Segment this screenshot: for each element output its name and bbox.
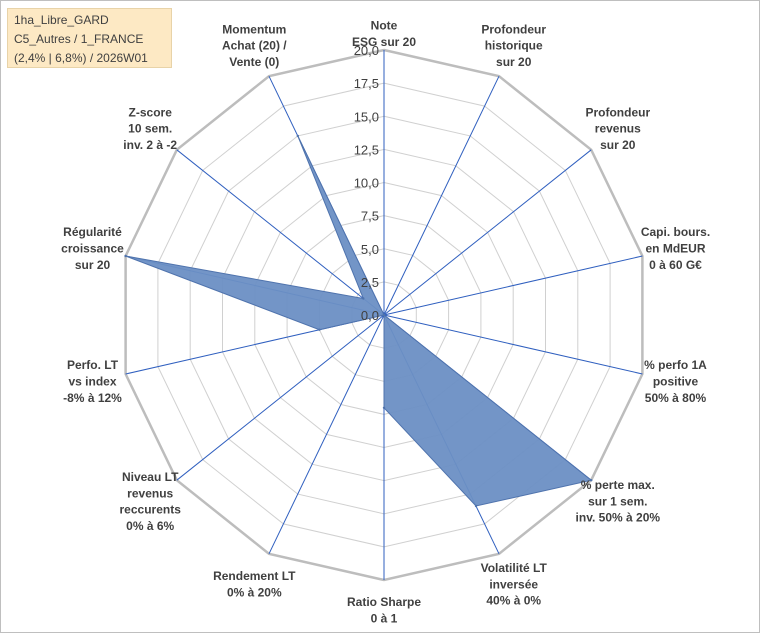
tick-label: 12,5	[354, 142, 379, 157]
axis-label-line: inversée	[489, 577, 538, 591]
axis-label-line: Vente (0)	[229, 55, 279, 69]
axis-label-line: inv. 2 à -2	[123, 138, 177, 152]
axis-label-line: Ratio Sharpe	[347, 595, 421, 609]
axis-label: Ratio Sharpe 0 à 1	[347, 595, 421, 625]
chart-info-box: 1ha_Libre_GARD C5_Autres / 1_FRANCE (2,4…	[7, 8, 172, 68]
axis-spoke	[383, 149, 592, 316]
axis-label-line: 40% à 0%	[486, 594, 541, 608]
data-point	[318, 328, 321, 331]
data-point	[382, 406, 386, 409]
axis-label-line: croissance	[61, 242, 124, 256]
data-point	[296, 134, 299, 138]
axis-label-line: -8% à 12%	[63, 391, 122, 405]
axis-label-line: revenus	[595, 122, 641, 136]
fund-category: C5_Autres / 1_FRANCE	[14, 32, 144, 46]
tick-label: 0,0	[361, 308, 379, 323]
radar-series	[124, 134, 593, 508]
axis-label-line: sur 20	[496, 55, 532, 69]
axis-label-line: Profondeur	[585, 105, 650, 119]
axis-spoke	[176, 314, 385, 481]
axis-label: Rendement LT 0% à 20%	[213, 569, 296, 599]
axis-label-line: 0 à 1	[371, 611, 398, 625]
axis-label-line: % perte max.	[581, 478, 655, 492]
tick-label: 7,5	[361, 209, 379, 224]
axis-label: Z-score 10 sem. inv. 2 à -2	[123, 105, 177, 152]
axis-label-line: en MdEUR	[646, 242, 706, 256]
axis-label: Capi. bours. en MdEUR 0 à 60 G€	[641, 225, 710, 272]
data-point	[124, 254, 127, 258]
radar-tick-labels: 0,0 2,5 5,0 7,5 10,0 12,5 15,0 17,5 20,0	[354, 43, 379, 323]
axis-label: Perfo. LT vs index -8% à 12%	[63, 358, 122, 405]
fund-name: 1ha_Libre_GARD	[14, 13, 109, 27]
axis-label-line: Niveau LT	[122, 470, 179, 484]
data-point	[362, 297, 365, 300]
axis-label-line: % perfo 1A	[644, 358, 707, 372]
axis-label: Profondeur historique sur 20	[481, 22, 546, 69]
axis-label-line: 0% à 20%	[227, 586, 282, 600]
axis-label-line: Profondeur	[481, 22, 546, 36]
axis-label-line: revenus	[127, 486, 173, 500]
axis-spoke	[176, 149, 385, 316]
axis-label-line: Capi. bours.	[641, 225, 710, 239]
tick-label: 20,0	[354, 43, 379, 58]
axis-label-line: Note	[371, 19, 398, 33]
tick-label: 15,0	[354, 109, 379, 124]
axis-label: Niveau LT revenus reccurents 0% à 6%	[120, 470, 182, 533]
axis-label-line: Z-score	[129, 105, 173, 119]
axis-label-line: vs index	[68, 375, 116, 389]
axis-label: Momentum Achat (20) / Vente (0)	[222, 22, 287, 69]
axis-label: Profondeur revenus sur 20	[585, 105, 650, 152]
axis-label-line: sur 1 sem.	[588, 494, 647, 508]
axis-label-line: sur 20	[600, 138, 636, 152]
axis-label-line: 0 à 60 G€	[649, 258, 702, 272]
axis-label-line: 50% à 80%	[645, 391, 707, 405]
axis-label: Volatilité LT inversée 40% à 0%	[481, 561, 548, 608]
axis-spoke	[383, 255, 643, 316]
series-area	[125, 135, 593, 507]
axis-label: Régularité croissance sur 20	[61, 225, 124, 272]
axis-label: % perte max. sur 1 sem. inv. 50% à 20%	[576, 478, 661, 525]
fund-stats: (2,4% | 6,8%) / 2026W01	[14, 51, 148, 65]
axis-label-line: ESG sur 20	[352, 35, 416, 49]
axis-label-line: 10 sem.	[128, 122, 172, 136]
axis-label-line: historique	[485, 39, 543, 53]
data-point	[474, 504, 478, 508]
axis-label-line: Momentum	[222, 22, 286, 36]
axis-label-line: Régularité	[63, 225, 122, 239]
axis-label-line: Achat (20) /	[222, 39, 287, 53]
axis-spoke	[383, 75, 500, 316]
axis-spoke	[383, 314, 643, 375]
axis-label-line: 0% à 6%	[126, 519, 174, 533]
tick-label: 10,0	[354, 176, 379, 191]
tick-label: 5,0	[361, 242, 379, 257]
axis-label-line: Volatilité LT	[481, 561, 548, 575]
axis-label-line: positive	[653, 375, 699, 389]
radar-axis-labels: Note ESG sur 20 Profondeur historique sur 20…	[61, 19, 710, 626]
data-point	[590, 479, 593, 482]
axis-label: % perfo 1A positive 50% à 80%	[644, 358, 707, 405]
axis-label-line: reccurents	[120, 503, 182, 517]
axis-label-line: sur 20	[75, 258, 111, 272]
axis-label-line: Rendement LT	[213, 569, 296, 583]
axis-label-line: Perfo. LT	[67, 358, 119, 372]
data-point	[382, 313, 386, 317]
axis-label-line: inv. 50% à 20%	[576, 511, 661, 525]
axis-label: Note ESG sur 20	[352, 19, 416, 49]
tick-label: 2,5	[361, 275, 379, 290]
axis-spoke	[268, 314, 385, 555]
tick-label: 17,5	[354, 76, 379, 91]
